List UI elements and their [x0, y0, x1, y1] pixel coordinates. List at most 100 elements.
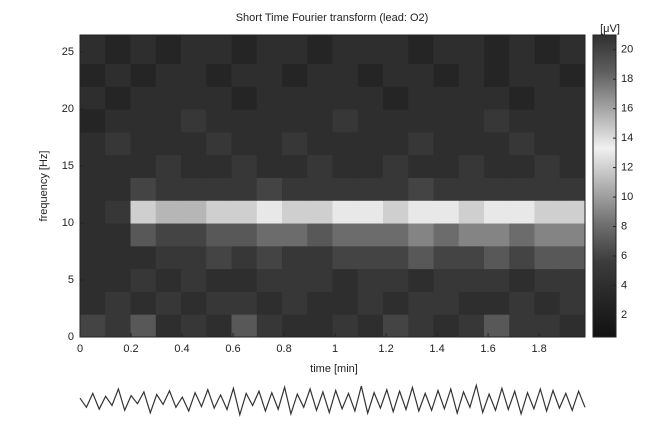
heatmap-cell: [231, 177, 258, 201]
heatmap-cell: [206, 63, 232, 87]
heatmap-cell: [181, 200, 207, 224]
heatmap-cell: [357, 154, 384, 178]
heatmap-cell: [357, 63, 384, 87]
heatmap-cell: [559, 223, 586, 247]
heatmap-cell: [408, 154, 434, 178]
heatmap-cell: [282, 245, 308, 270]
heatmap-cell: [206, 86, 232, 110]
x-tick-label: 0.8: [276, 343, 291, 355]
heatmap-cell: [80, 291, 106, 315]
heatmap-cell: [181, 314, 207, 338]
heatmap-cell: [484, 200, 510, 224]
heatmap-cell: [458, 131, 485, 156]
heatmap-cell: [181, 86, 207, 110]
heatmap-cell: [256, 291, 283, 315]
heatmap-cell: [155, 245, 182, 270]
heatmap-cell: [509, 223, 535, 247]
heatmap-cell: [105, 109, 131, 133]
heatmap-cell: [458, 245, 485, 270]
heatmap-cell: [256, 86, 283, 110]
heatmap-cell: [357, 109, 384, 133]
heatmap-cell: [332, 245, 359, 270]
x-tick-label: 1.8: [531, 343, 546, 355]
heatmap-cell: [357, 291, 384, 315]
chart-title: Short Time Fourier transform (lead: O2): [236, 12, 429, 24]
heatmap-cell: [534, 86, 561, 110]
heatmap-cell: [458, 86, 485, 110]
heatmap-cell: [458, 63, 485, 87]
heatmap-cell: [130, 245, 157, 270]
heatmap-cell: [155, 131, 182, 156]
heatmap-cell: [332, 223, 359, 247]
heatmap-cell: [484, 177, 510, 201]
heatmap-cell: [206, 154, 232, 178]
heatmap-cell: [155, 109, 182, 133]
heatmap-cell: [559, 291, 586, 315]
heatmap-cell: [534, 131, 561, 156]
heatmap-cell: [105, 200, 131, 224]
x-tick-label: 1.6: [480, 343, 495, 355]
heatmap-cell: [256, 200, 283, 224]
heatmap-cell: [458, 268, 485, 292]
heatmap-cell: [256, 109, 283, 133]
heatmap-cell: [383, 35, 409, 64]
heatmap-cell: [105, 245, 131, 270]
heatmap-cell: [509, 35, 535, 64]
x-axis-label: time [min]: [310, 363, 358, 375]
heatmap-cell: [383, 268, 409, 292]
heatmap-cell: [130, 314, 157, 338]
heatmap-cell: [458, 314, 485, 338]
heatmap-cell: [231, 109, 258, 133]
heatmap-cell: [80, 63, 106, 87]
heatmap-cell: [256, 314, 283, 338]
heatmap-cell: [181, 109, 207, 133]
heatmap-cell: [433, 245, 460, 270]
heatmap-cell: [383, 63, 409, 87]
y-tick-label: 25: [62, 46, 74, 58]
heatmap-cell: [80, 35, 106, 64]
colorbar-tick-label: 18: [621, 73, 633, 85]
heatmap-cell: [231, 35, 258, 64]
heatmap-cell: [80, 268, 106, 292]
colorbar-tick-label: 4: [621, 279, 627, 291]
heatmap-cell: [332, 314, 359, 338]
heatmap-cell: [408, 291, 434, 315]
heatmap-cell: [256, 63, 283, 87]
heatmap-cell: [105, 35, 131, 64]
heatmap-cell: [307, 35, 333, 64]
heatmap-cell: [559, 245, 586, 270]
heatmap-cell: [130, 291, 157, 315]
heatmap-cell: [231, 291, 258, 315]
heatmap-cell: [383, 223, 409, 247]
heatmap-cell: [383, 314, 409, 338]
heatmap-cell: [307, 245, 333, 270]
heatmap-cell: [534, 63, 561, 87]
heatmap-cell: [332, 177, 359, 201]
heatmap-cell: [181, 63, 207, 87]
heatmap-cell: [80, 200, 106, 224]
heatmap-cell: [509, 131, 535, 156]
heatmap-cell: [130, 154, 157, 178]
heatmap-cell: [357, 177, 384, 201]
heatmap-cell: [408, 63, 434, 87]
heatmap-cell: [534, 177, 561, 201]
heatmap-cell: [509, 291, 535, 315]
heatmap-cell: [181, 245, 207, 270]
heatmap-cell: [307, 177, 333, 201]
heatmap-cell: [282, 200, 308, 224]
heatmap-cell: [231, 131, 258, 156]
heatmap-cell: [383, 245, 409, 270]
heatmap-cell: [408, 35, 434, 64]
heatmap-cell: [181, 177, 207, 201]
heatmap-cell: [534, 291, 561, 315]
heatmap-cell: [282, 154, 308, 178]
heatmap-cell: [509, 268, 535, 292]
heatmap-cell: [408, 200, 434, 224]
heatmap-cell: [458, 109, 485, 133]
heatmap-cell: [282, 223, 308, 247]
heatmap-cell: [357, 314, 384, 338]
heatmap-cell: [206, 200, 232, 224]
heatmap-cell: [332, 131, 359, 156]
